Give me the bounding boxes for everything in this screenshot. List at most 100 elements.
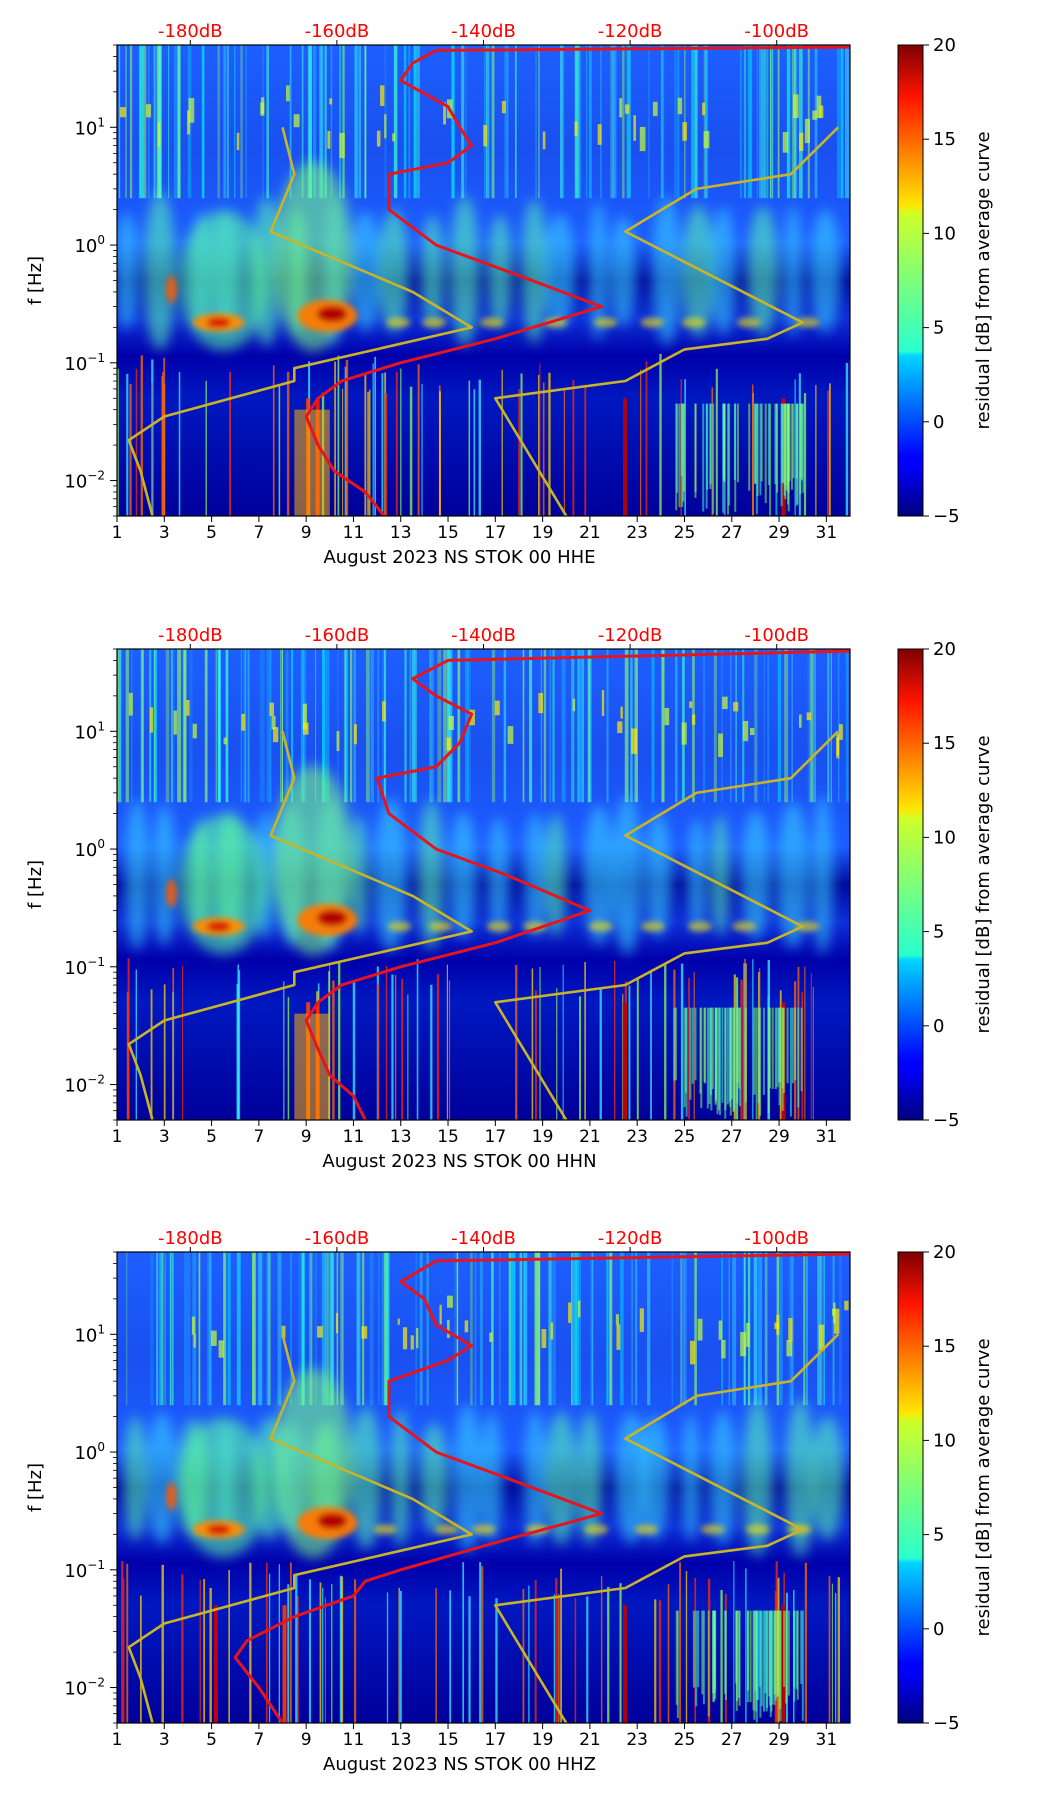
colorbar-tick-label: 0 <box>933 412 944 433</box>
colorbar-gradient <box>897 1251 924 1724</box>
x-tick-label: 11 <box>343 1127 365 1147</box>
microseism-plumes <box>123 1368 844 1559</box>
x-tick-label: 25 <box>674 1730 696 1750</box>
colorbar-tick-label: 10 <box>933 827 956 848</box>
x-tick-label: 19 <box>532 1127 554 1147</box>
colorbar-tick-label: 0 <box>933 1016 944 1037</box>
colorbar-tick-label: 15 <box>933 733 956 754</box>
top-db-tick-label: -120dB <box>598 1228 663 1249</box>
x-tick-label: 27 <box>721 1127 743 1147</box>
top-db-tick-label: -160dB <box>305 625 370 646</box>
hf-noise-streaks <box>117 649 850 803</box>
y-axis: 101 100 10−1 10−2 <box>64 44 117 517</box>
x-tick-label: 31 <box>816 1127 838 1147</box>
x-tick-label: 7 <box>253 1730 264 1750</box>
colorbar-tick-label: 10 <box>933 1430 956 1451</box>
colorbar-tick-label: 0 <box>933 1619 944 1640</box>
y-tick-label: 101 <box>74 115 105 139</box>
x-tick-label: 27 <box>721 1730 743 1750</box>
y-tick-label: 10−2 <box>64 1073 105 1097</box>
top-db-axis: -180dB -160dB -140dB -120dB -100dB <box>158 625 809 649</box>
x-tick-label: 17 <box>485 1730 507 1750</box>
x-tick-label: 21 <box>579 523 601 543</box>
y-tick-label: 10−1 <box>64 351 105 375</box>
nlnm-curve <box>127 730 474 1120</box>
colorbar-tick-label: 20 <box>933 639 956 660</box>
x-axis: 1 3 5 7 9 11 13 15 17 19 21 23 25 27 29 31 <box>112 1120 838 1147</box>
top-db-tick-label: -140dB <box>451 625 516 646</box>
top-db-tick-label: -160dB <box>305 1228 370 1249</box>
top-db-tick-label: -180dB <box>158 21 223 42</box>
y-tick-label: 10−2 <box>64 469 105 493</box>
x-tick-label: 1 <box>112 1730 123 1750</box>
colorbar-gradient <box>897 44 924 517</box>
x-tick-label: 27 <box>721 523 743 543</box>
x-tick-label: 19 <box>532 523 554 543</box>
x-tick-label: 5 <box>206 523 217 543</box>
colorbar-tick-label: 10 <box>933 223 956 244</box>
y-tick-label: 100 <box>74 1440 105 1464</box>
x-tick-label: 25 <box>674 1127 696 1147</box>
spectrogram <box>117 45 850 516</box>
nhnm-curve <box>493 1333 840 1723</box>
top-db-tick-label: -100dB <box>744 1228 809 1249</box>
x-tick-label: 7 <box>253 523 264 543</box>
lf-cyan-band <box>675 1610 804 1723</box>
colorbar: 20 15 10 5 0 −5 residual [dB] from average cur… <box>897 35 994 527</box>
colorbar: 20 15 10 5 0 −5 residual [dB] from average cur… <box>897 1242 994 1734</box>
y-axis-label: f [Hz] <box>25 860 46 909</box>
x-tick-label: 19 <box>532 1730 554 1750</box>
x-tick-label: 5 <box>206 1730 217 1750</box>
y-axis: 101 100 10−1 10−2 <box>64 1251 117 1724</box>
hf-noise-streaks <box>118 45 850 199</box>
x-axis: 1 3 5 7 9 11 13 15 17 19 21 23 25 27 29 31 <box>112 1723 838 1750</box>
y-axis-label: f [Hz] <box>25 256 46 305</box>
x-tick-label: 25 <box>674 523 696 543</box>
y-axis-label: f [Hz] <box>25 1463 46 1512</box>
x-tick-label: 17 <box>485 1127 507 1147</box>
x-tick-label: 17 <box>485 523 507 543</box>
y-tick-label: 101 <box>74 1322 105 1346</box>
x-axis-label: August 2023 NS STOK 00 HHE <box>323 547 595 568</box>
y-tick-label: 10−1 <box>64 1558 105 1582</box>
nhnm-curve <box>493 126 840 516</box>
x-tick-label: 3 <box>159 1730 170 1750</box>
x-tick-label: 9 <box>301 1730 312 1750</box>
x-tick-label: 11 <box>343 523 365 543</box>
x-tick-label: 1 <box>112 1127 123 1147</box>
x-tick-label: 29 <box>768 1730 790 1750</box>
x-tick-label: 31 <box>816 1730 838 1750</box>
x-tick-label: 23 <box>626 523 648 543</box>
y-tick-label: 100 <box>74 233 105 257</box>
microseism-plumes <box>125 765 833 956</box>
hf-noise-streaks <box>126 1252 850 1406</box>
colorbar-gradient <box>897 648 924 1121</box>
lf-cyan-band <box>673 1007 803 1120</box>
top-db-tick-label: -120dB <box>598 625 663 646</box>
lf-cyan-band <box>675 403 805 516</box>
top-db-tick-label: -120dB <box>598 21 663 42</box>
nhnm-curve <box>493 730 840 1120</box>
colorbar-tick-label: 20 <box>933 35 956 56</box>
x-tick-label: 15 <box>437 1127 459 1147</box>
nlnm-curve <box>127 126 474 516</box>
x-tick-label: 29 <box>768 523 790 543</box>
colorbar-tick-label: −5 <box>933 1713 960 1734</box>
median-psd-curve <box>304 45 850 516</box>
colorbar: 20 15 10 5 0 −5 residual [dB] from average cur… <box>897 639 994 1131</box>
x-tick-label: 29 <box>768 1127 790 1147</box>
x-tick-label: 15 <box>437 1730 459 1750</box>
x-axis: 1 3 5 7 9 11 13 15 17 19 21 23 25 27 29 31 <box>112 516 837 543</box>
x-tick-label: 21 <box>579 1127 601 1147</box>
x-tick-label: 21 <box>579 1730 601 1750</box>
x-tick-label: 7 <box>253 1127 264 1147</box>
colorbar-tick-label: 15 <box>933 129 956 150</box>
top-db-tick-label: -140dB <box>451 21 516 42</box>
x-tick-label: 11 <box>343 1730 365 1750</box>
colorbar-label: residual [dB] from average curve <box>973 735 994 1033</box>
y-tick-label: 10−2 <box>64 1676 105 1700</box>
colorbar-tick-label: 5 <box>933 922 944 943</box>
colorbar-tick-label: −5 <box>933 1110 960 1131</box>
colorbar-tick-label: 20 <box>933 1242 956 1263</box>
